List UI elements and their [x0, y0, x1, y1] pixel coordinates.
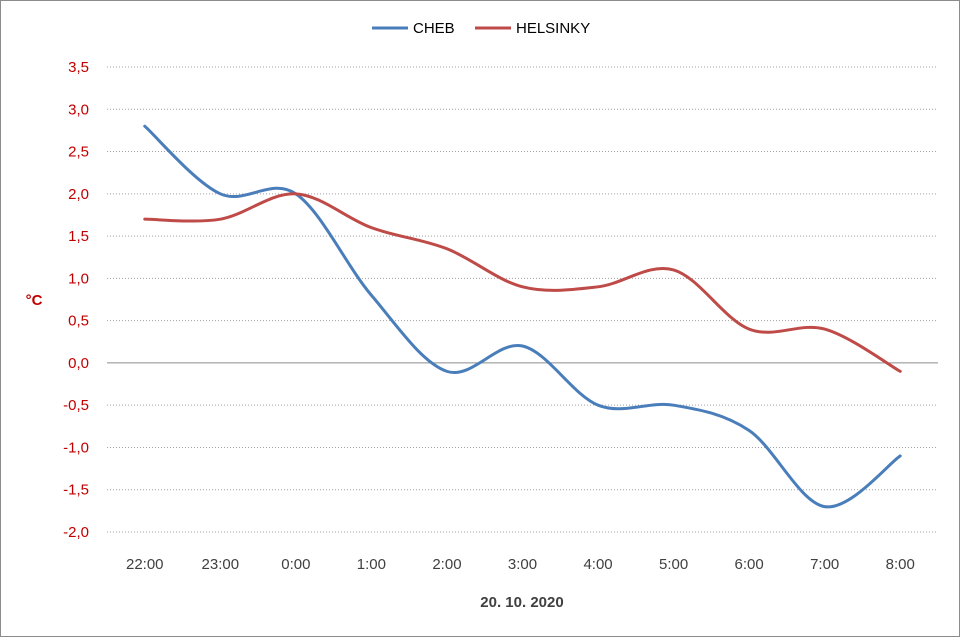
grid-lines	[107, 66, 938, 533]
y-axis-ticks: 3,5 3,0 2,5 2,0 1,5 1,0 0,5 0,0 -0,5 -1,0 -1,5 -2,0	[63, 59, 89, 541]
y-tick-label: -0,5	[63, 397, 89, 414]
legend: CHEB HELSINKY	[372, 20, 590, 37]
x-tick-label: 23:00	[202, 556, 240, 573]
x-tick-label: 6:00	[735, 556, 764, 573]
y-tick-label: 1,5	[68, 228, 89, 245]
y-tick-label: 2,0	[68, 186, 89, 203]
y-axis-label: °C	[26, 292, 43, 309]
x-tick-label: 2:00	[432, 556, 461, 573]
x-tick-label: 3:00	[508, 556, 537, 573]
y-tick-label: 3,0	[68, 101, 89, 118]
y-tick-label: 0,0	[68, 355, 89, 372]
x-tick-label: 8:00	[886, 556, 915, 573]
legend-label-cheb: CHEB	[413, 20, 455, 37]
x-tick-label: 0:00	[281, 556, 310, 573]
y-tick-label: 3,5	[68, 59, 89, 76]
x-tick-label: 5:00	[659, 556, 688, 573]
y-tick-label: -1,0	[63, 439, 89, 456]
x-tick-label: 7:00	[810, 556, 839, 573]
y-tick-label: -1,5	[63, 482, 89, 499]
series-line-cheb	[143, 124, 902, 509]
legend-label-helsinky: HELSINKY	[516, 20, 590, 37]
x-axis-label: 20. 10. 2020	[480, 594, 563, 611]
x-axis-ticks: 22:00 23:00 0:00 1:00 2:00 3:00 4:00 5:00 6:00 7:…	[126, 556, 915, 573]
y-tick-label: 0,5	[68, 313, 89, 330]
y-tick-label: -2,0	[63, 524, 89, 541]
x-tick-label: 4:00	[583, 556, 612, 573]
y-tick-label: 2,5	[68, 144, 89, 161]
series-lines	[143, 124, 902, 509]
x-tick-label: 1:00	[357, 556, 386, 573]
x-tick-label: 22:00	[126, 556, 164, 573]
y-tick-label: 1,0	[68, 270, 89, 287]
series-line-helsinky	[143, 192, 902, 373]
